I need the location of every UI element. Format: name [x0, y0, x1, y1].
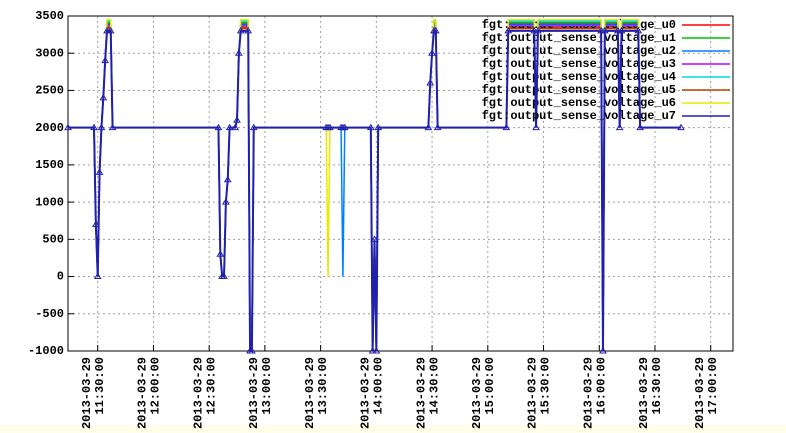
- point-marker: [103, 26, 111, 34]
- legend-label: fgt:output_sense_voltage_u3: [482, 57, 676, 71]
- x-tick-label: 2013-03-29: [526, 357, 540, 429]
- point-marker: [99, 93, 108, 101]
- point-marker: [236, 26, 245, 34]
- point-marker: [366, 123, 375, 131]
- x-tick-label: 17:00:00: [706, 357, 720, 415]
- point-marker: [613, 26, 622, 34]
- point-marker: [597, 26, 605, 34]
- x-tick-label: 2013-03-29: [136, 357, 150, 429]
- point-marker: [532, 123, 540, 131]
- point-marker: [428, 49, 436, 56]
- x-tick-label: 15:00:00: [483, 357, 497, 415]
- y-tick-label: 1000: [35, 195, 64, 209]
- point-marker: [636, 123, 645, 131]
- point-marker: [374, 123, 383, 131]
- legend-label: fgt:output_sense_voltage_u6: [482, 96, 676, 110]
- point-marker: [97, 123, 106, 131]
- point-marker: [90, 123, 98, 131]
- x-tick-label: 2013-03-29: [191, 357, 205, 429]
- y-tick-label: 3500: [35, 9, 64, 23]
- x-tick-label: 2013-03-29: [359, 357, 373, 429]
- point-marker: [372, 347, 381, 354]
- point-marker: [502, 123, 511, 131]
- point-marker: [91, 220, 100, 227]
- point-marker: [214, 123, 223, 131]
- y-tick-label: 500: [42, 233, 64, 247]
- point-marker: [223, 175, 232, 183]
- legend-label: fgt:output_sense_voltage_u4: [482, 70, 676, 84]
- point-marker: [340, 123, 349, 131]
- point-marker: [101, 56, 110, 64]
- x-tick-label: 2013-03-29: [693, 357, 707, 429]
- point-marker: [106, 26, 115, 34]
- point-marker: [504, 26, 513, 34]
- legend-label: fgt:output_sense_voltage_u1: [482, 31, 676, 45]
- x-tick-label: 2013-03-29: [414, 357, 428, 429]
- y-tick-label: 2000: [35, 121, 64, 135]
- legend-label: fgt:output_sense_voltage_u2: [482, 44, 676, 58]
- point-marker: [433, 123, 442, 131]
- point-marker: [220, 272, 228, 280]
- point-marker: [431, 26, 440, 34]
- point-marker: [615, 123, 624, 131]
- y-tick-label: 2500: [35, 84, 64, 98]
- x-tick-label: 13:30:00: [316, 357, 330, 415]
- point-marker: [225, 123, 234, 131]
- x-tick-label: 2013-03-29: [303, 357, 317, 429]
- y-tick-label: 3000: [35, 46, 64, 60]
- y-tick-label: 1500: [35, 158, 64, 172]
- point-marker: [534, 26, 542, 34]
- point-marker: [617, 26, 626, 34]
- point-marker: [368, 347, 377, 354]
- x-tick-label: 13:00:00: [260, 357, 274, 415]
- point-marker: [235, 49, 243, 56]
- point-marker: [93, 272, 102, 280]
- point-marker: [530, 26, 539, 34]
- point-marker: [370, 235, 379, 242]
- point-marker: [248, 347, 256, 354]
- x-tick-label: 2013-03-29: [581, 357, 595, 429]
- x-tick-label: 12:30:00: [204, 357, 218, 415]
- point-marker: [231, 123, 240, 131]
- point-marker: [599, 347, 607, 354]
- point-marker: [222, 198, 230, 205]
- x-tick-label: 2013-03-29: [247, 357, 261, 429]
- x-tick-label: 2013-03-29: [637, 357, 651, 429]
- point-marker: [249, 123, 258, 131]
- point-marker: [424, 123, 433, 131]
- x-tick-label: 12:00:00: [149, 357, 163, 415]
- point-marker: [677, 123, 685, 131]
- legend-label: fgt:output_sense_voltage_u5: [482, 83, 676, 97]
- x-tick-label: 16:00:00: [594, 357, 608, 415]
- x-tick-label: 14:30:00: [427, 357, 441, 415]
- x-tick-label: 11:30:00: [93, 357, 107, 415]
- y-tick-label: -500: [35, 307, 64, 321]
- x-tick-label: 2013-03-29: [470, 357, 484, 429]
- x-tick-label: 14:00:00: [372, 357, 386, 415]
- x-tick-label: 16:30:00: [650, 357, 664, 415]
- point-marker: [95, 168, 104, 175]
- point-marker: [64, 123, 72, 131]
- point-marker: [244, 26, 253, 34]
- point-marker: [426, 79, 435, 86]
- y-tick-label: -1000: [28, 344, 64, 358]
- point-marker: [600, 26, 609, 34]
- point-marker: [326, 123, 334, 131]
- bottom-strip: [0, 425, 786, 433]
- point-marker: [216, 250, 225, 257]
- x-tick-label: 15:30:00: [539, 357, 553, 415]
- point-marker: [233, 116, 241, 123]
- y-tick-label: 0: [57, 270, 64, 284]
- x-tick-label: 2013-03-29: [80, 357, 94, 429]
- plot-border: [67, 15, 734, 352]
- legend-label: fgt:output_sense_voltage_u7: [482, 109, 676, 123]
- point-marker: [108, 123, 117, 131]
- point-marker: [634, 26, 643, 34]
